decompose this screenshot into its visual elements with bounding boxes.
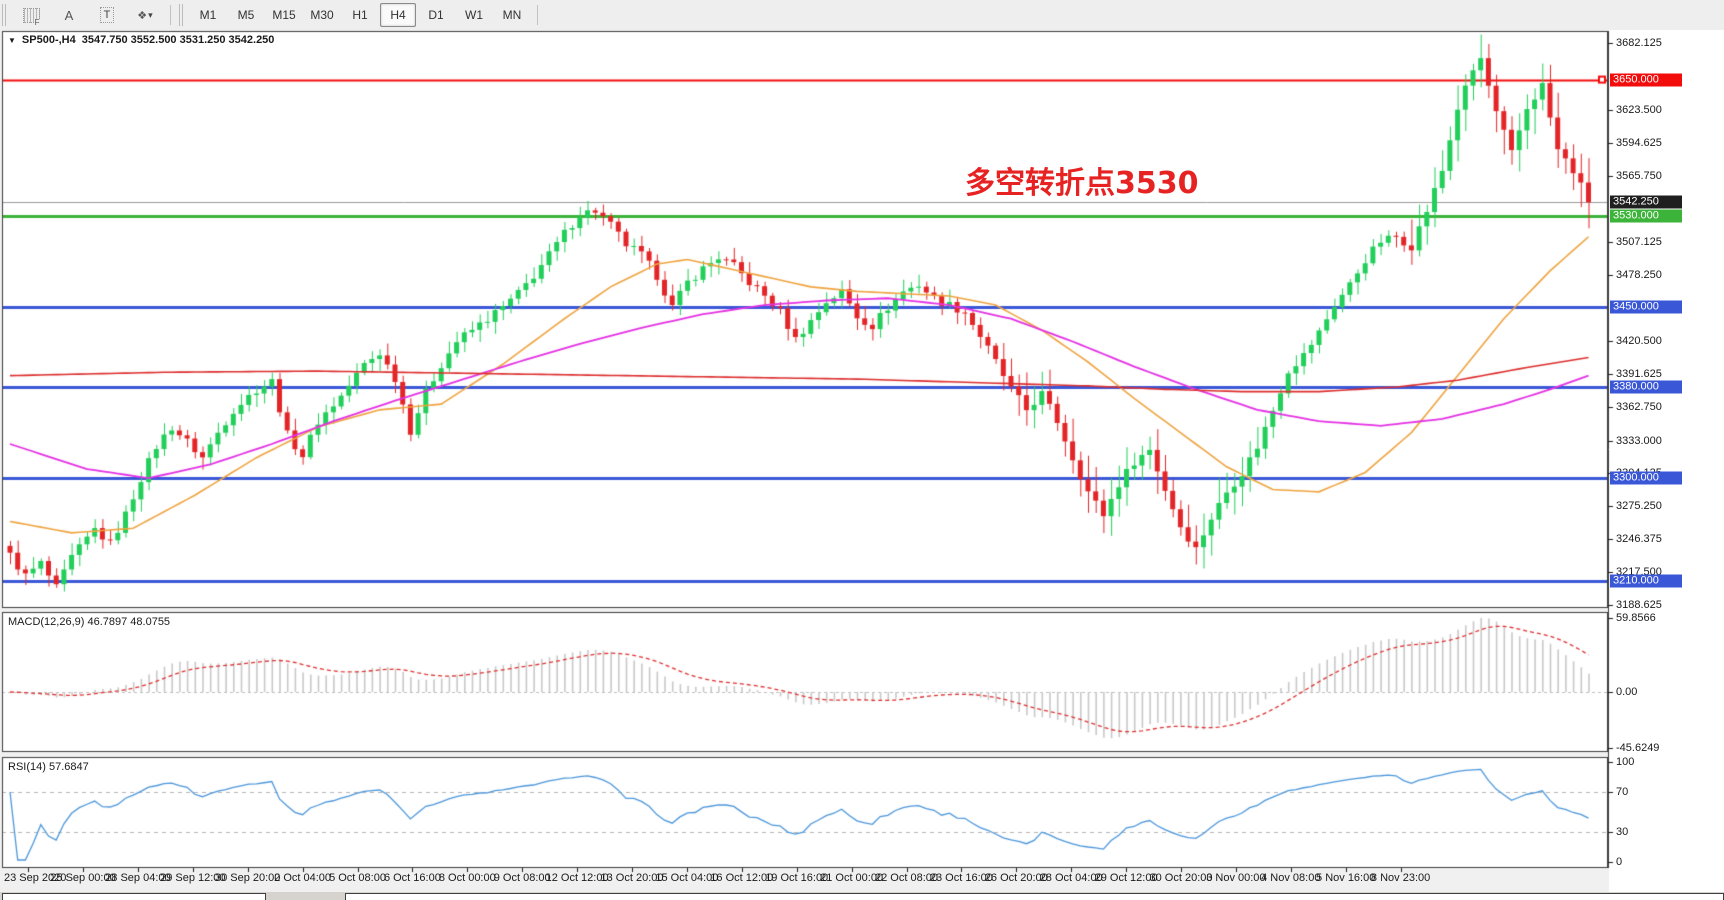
cycle-lines-icon: ❖: [137, 9, 147, 22]
bottom-statusbar-cutoff: [0, 892, 1724, 900]
hline-badge-3530-000: 3530.000: [1610, 209, 1682, 223]
rsi-panel-label: RSI(14) 57.6847: [8, 761, 89, 773]
time-axis-label: 8 Oct 00:00: [438, 872, 496, 884]
chart-canvas[interactable]: [0, 30, 1724, 900]
price-axis-tick-label: 3275.250: [1616, 500, 1662, 513]
price-axis-tick-label: 3682.125: [1616, 37, 1662, 49]
cycle-lines-button[interactable]: ❖ ▾: [127, 3, 163, 27]
price-axis-tick-label: 3333.000: [1616, 434, 1662, 447]
timeframe-button-d1[interactable]: D1: [428, 8, 444, 22]
price-axis-tick-label: 3478.250: [1616, 269, 1662, 282]
text-label-icon: T: [99, 7, 115, 23]
time-axis-label: 5 Oct 08:00: [329, 872, 386, 884]
symbol-dropdown-icon[interactable]: ▼: [8, 35, 16, 45]
time-axis-label: 15 Oct 04:00: [655, 872, 719, 884]
toolbar-grip-2[interactable]: [179, 4, 185, 26]
dropdown-caret-icon: ▾: [148, 9, 153, 20]
macd-scale-label: 0.00: [1616, 686, 1638, 698]
time-axis-label: 29 Sep 12:00: [160, 872, 226, 884]
hline-badge-3650-000: 3650.000: [1610, 73, 1682, 87]
timeframe-button-w1[interactable]: W1: [465, 8, 483, 22]
indicator-frame-icon: F: [22, 7, 40, 26]
timeframe-button-m30[interactable]: M30: [310, 8, 334, 22]
time-axis-label: 28 Oct 04:00: [1039, 872, 1103, 884]
time-axis-label: 9 Oct 08:00: [493, 872, 551, 884]
time-axis-label: 5 Nov 16:00: [1316, 872, 1376, 884]
time-axis-label: 26 Oct 20:00: [984, 872, 1048, 884]
statusbar-box-right: [345, 893, 1724, 900]
price-axis-tick-label: 3507.125: [1616, 236, 1662, 249]
timeframe-button-m1[interactable]: M1: [199, 8, 217, 22]
time-axis-label: 12 Oct 12:00: [545, 872, 609, 884]
time-axis-label: 16 Oct 12:00: [710, 872, 774, 884]
price-axis-tick-label: 3565.750: [1616, 169, 1662, 182]
time-axis-label: 6 Oct 16:00: [383, 872, 441, 884]
time-axis-label: 25 Sep 00:00: [50, 872, 116, 884]
time-axis-label: 13 Oct 20:00: [600, 872, 664, 884]
time-axis-label: 8 Nov 23:00: [1370, 872, 1431, 884]
text-label-button[interactable]: T: [89, 3, 125, 27]
rsi-scale-label: 70: [1616, 786, 1629, 798]
rsi-scale-label: 0: [1616, 856, 1623, 868]
price-axis-tick-label: 3362.750: [1616, 400, 1662, 413]
price-axis-tick-label: 3594.625: [1616, 136, 1662, 149]
hline-badge-3380-000: 3380.000: [1610, 380, 1682, 394]
timeframe-button-m5[interactable]: M5: [237, 8, 255, 22]
text-annotation-button[interactable]: A: [51, 3, 87, 27]
current-price-badge: 3542.250: [1610, 195, 1682, 209]
time-axis-label: 30 Oct 20:00: [1149, 872, 1213, 884]
macd-scale-label: 59.8566: [1616, 612, 1656, 624]
rsi-scale-label: 30: [1616, 826, 1629, 838]
time-axis-label: 4 Nov 08:00: [1261, 872, 1321, 884]
text-annotation-icon: A: [64, 7, 74, 23]
timeframe-button-h4[interactable]: H4: [380, 3, 416, 27]
time-axis-label: 29 Oct 12:00: [1094, 872, 1158, 884]
time-axis-label: 21 Oct 00:00: [820, 872, 884, 884]
macd-scale-label: -45.6249: [1616, 742, 1660, 754]
time-axis-label: 30 Sep 20:00: [214, 872, 281, 884]
price-axis-tick-label: 3188.625: [1616, 598, 1662, 611]
price-axis-tick-label: 3391.625: [1616, 367, 1662, 380]
timeframe-button-h1[interactable]: H1: [352, 8, 368, 22]
time-axis-label: 23 Oct 16:00: [929, 872, 993, 884]
timeframe-button-mn[interactable]: MN: [502, 8, 522, 22]
symbol-name: SP500-,H4: [21, 34, 76, 46]
hline-badge-3300-000: 3300.000: [1610, 471, 1682, 485]
hline-badge-3210-000: 3210.000: [1610, 574, 1682, 588]
price-axis-tick-label: 3246.375: [1616, 533, 1662, 546]
chart-annotation-text[interactable]: 多空转折点3530: [965, 166, 1199, 201]
time-axis-label: 23 Sep 2020: [4, 872, 67, 884]
time-axis-label: 3 Nov 00:00: [1206, 872, 1266, 884]
indicator-frame-button[interactable]: F: [13, 3, 49, 27]
chart-title: ▼ SP500-,H4 3547.750 3552.500 3531.250 3…: [8, 34, 274, 46]
time-axis-label: 28 Sep 04:00: [105, 872, 171, 884]
toolbar-grip[interactable]: [2, 4, 8, 26]
timeframe-button-m15[interactable]: M15: [272, 8, 296, 22]
hline-badge-3450-000: 3450.000: [1610, 300, 1682, 314]
chart-surface: ▼ SP500-,H4 3547.750 3552.500 3531.250 3…: [0, 30, 1724, 900]
statusbar-box-left: [2, 893, 266, 900]
toolbar-separator-2: [537, 5, 538, 25]
rsi-scale-label: 100: [1616, 756, 1635, 768]
price-axis-tick-label: 3420.500: [1616, 334, 1662, 347]
time-axis-label: 19 Oct 16:00: [765, 872, 829, 884]
toolbar-separator: [170, 5, 171, 25]
toolbar: F A T ❖ ▾ M1 M5 M15 M30 H1 H4 D1 W1 MN: [0, 0, 1724, 31]
ohlc-values: 3547.750 3552.500 3531.250 3542.250: [81, 34, 275, 46]
macd-panel-label: MACD(12,26,9) 46.7897 48.0755: [8, 616, 171, 628]
price-axis-tick-label: 3623.500: [1616, 103, 1662, 116]
time-axis-label: 2 Oct 04:00: [274, 872, 332, 884]
time-axis-label: 22 Oct 08:00: [875, 872, 938, 884]
